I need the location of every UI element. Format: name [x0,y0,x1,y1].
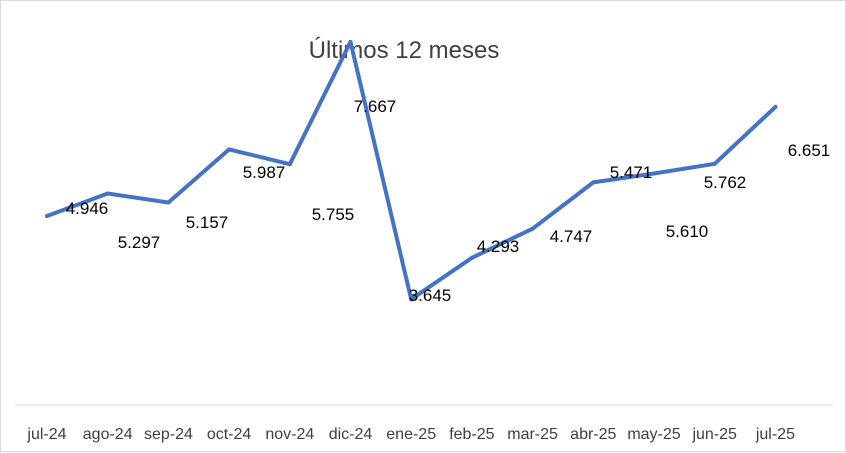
data-point [409,297,414,302]
x-tick-label: dic-24 [329,426,373,443]
data-label: 5.471 [610,163,653,182]
x-tick-label: may-25 [627,426,680,443]
x-tick-label: nov-24 [265,426,314,443]
data-point [469,255,474,260]
data-point [530,226,535,231]
x-tick-label: oct-24 [207,426,252,443]
data-point [287,162,292,167]
data-label-layer: 4.946 5.297 5.157 5.987 5.755 7.667 3.645 4.293… [66,97,831,305]
x-tick-label: jul-24 [26,426,66,443]
data-point [591,180,596,185]
data-point [712,161,717,166]
x-tick-layer: jul-24 ago-24 sep-24 oct-24 nov-24 dic-24 ene-… [26,426,795,443]
data-point [227,147,232,152]
series-line [45,39,778,302]
data-point [166,200,171,205]
data-label: 5.610 [666,222,709,241]
data-point [105,191,110,196]
data-label: 5.762 [704,173,747,192]
x-tick-label: jul-25 [755,426,795,443]
data-label: 5.755 [312,205,355,224]
data-point [45,214,49,218]
x-tick-label: sep-24 [144,426,193,443]
series-layer [45,39,778,302]
x-tick-label: ene-25 [386,426,436,443]
chart-title: Últimos 12 meses [309,37,500,64]
data-label: 5.157 [186,213,229,232]
data-label: 4.946 [66,199,109,218]
x-tick-label: ago-24 [83,426,133,443]
data-label: 4.293 [477,237,520,256]
x-tick-label: jun-25 [691,426,737,443]
data-label: 6.651 [788,141,831,160]
data-label: 3.645 [409,286,452,305]
data-point [652,171,656,176]
data-label: 4.747 [550,227,593,246]
x-tick-label: mar-25 [507,426,558,443]
data-point [348,39,353,44]
x-tick-label: abr-25 [570,426,616,443]
x-tick-label: feb-25 [449,426,494,443]
data-point [773,104,778,109]
data-label: 5.297 [118,233,161,252]
data-label: 7.667 [354,97,397,116]
data-label: 5.987 [243,163,286,182]
